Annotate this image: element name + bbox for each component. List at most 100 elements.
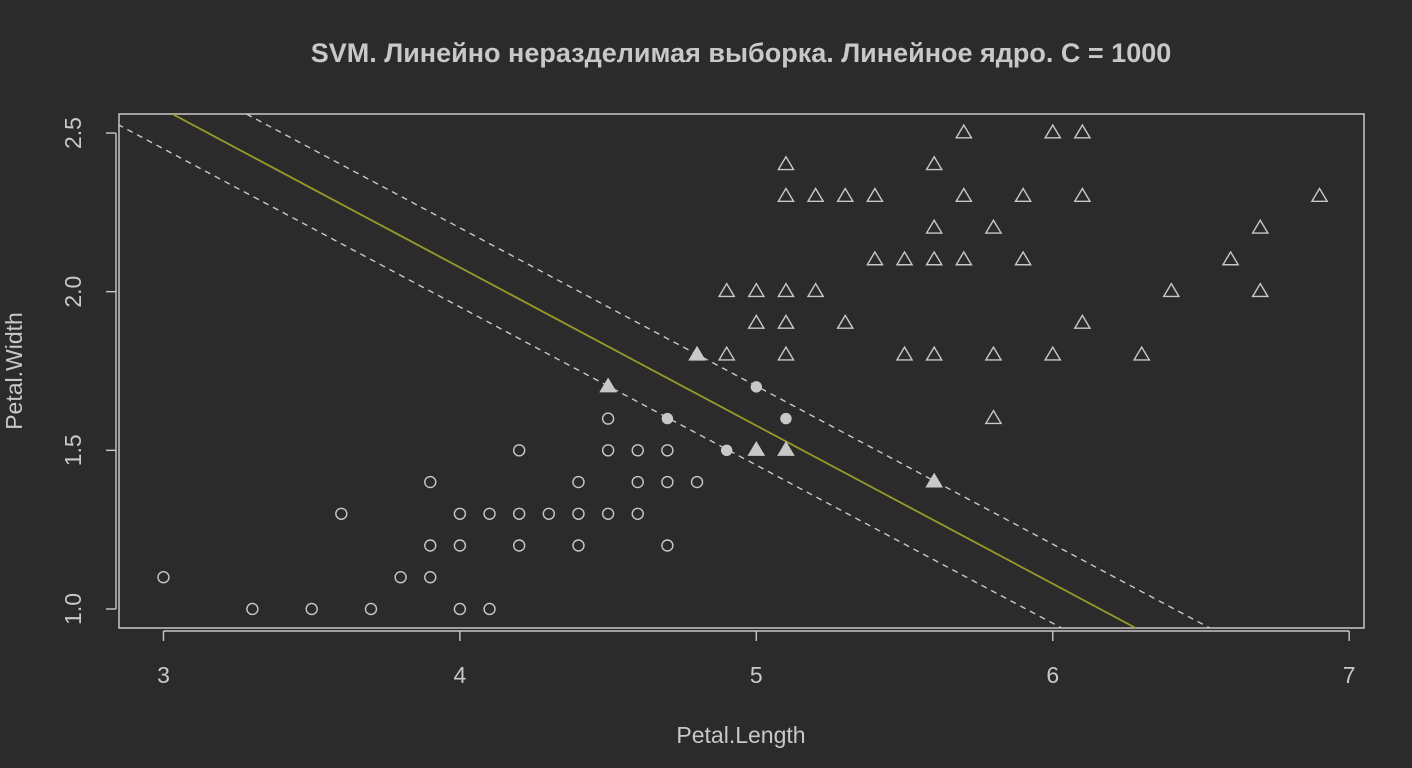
y-axis-label: Petal.Width [1,312,27,430]
y-tick-label: 2.0 [60,276,86,308]
triangle-point [1014,250,1032,266]
triangle-point [1251,218,1270,234]
circle-point [483,602,496,616]
triangle-point [747,282,766,298]
triangle-point [836,187,855,202]
circle-point [453,539,467,552]
margin-upper-line [246,114,1211,628]
triangle-point [954,187,973,202]
triangle-point [984,345,1003,361]
y-tick-label: 2.5 [60,117,86,149]
circle-point [512,539,526,552]
triangle-point [925,345,944,361]
triangle-point [925,155,944,171]
y-tick-label: 1.0 [60,593,86,625]
triangle-point [1043,345,1062,361]
x-tick-label: 4 [453,662,466,688]
triangle-point [717,282,736,298]
circle-point [601,507,615,520]
circle-point [572,475,585,489]
circle-point [631,444,644,457]
triangle-point [895,250,914,266]
triangle-point [984,409,1003,425]
x-axis: 3 4 5 6 7 [157,630,1356,688]
triangle-point [1043,123,1062,139]
triangle-point [866,187,884,202]
triangle-point [777,187,795,202]
triangle-point [806,187,825,202]
triangle-point [954,250,973,266]
chart-title: SVM. Линейно неразделимая выборка. Линей… [311,38,1172,68]
circle-filled-point [780,412,792,425]
triangle-point [747,314,766,329]
circle-point [690,475,704,489]
circle-point [631,475,644,489]
margin-lower-line [119,124,1062,628]
data-points [157,123,1329,616]
circle-point [424,571,437,584]
triangle-point [925,218,944,234]
triangle-point [1073,123,1092,139]
circle-point [424,539,437,552]
circle-point [661,539,674,552]
circle-point [661,475,674,489]
triangle-point [777,345,795,361]
triangle-point [984,218,1003,234]
circle-point [661,444,674,457]
circle-point [572,507,585,520]
y-tick-label: 1.5 [60,434,86,466]
x-tick-label: 3 [157,662,170,688]
circle-point [512,507,526,520]
triangle-point [1162,282,1181,298]
triangle-filled-point [688,345,706,361]
circle-point [601,412,615,425]
plot-frame [118,113,1365,629]
circle-point [364,602,378,616]
triangle-filled-point [599,377,617,393]
triangle-point [806,282,825,298]
x-tick-label: 6 [1046,662,1059,688]
triangle-point [866,250,884,266]
triangle-point [1014,187,1032,202]
circle-point [453,602,467,616]
circle-point [424,475,437,489]
triangle-point [1251,282,1270,298]
circle-point [601,444,615,457]
x-tick-label: 7 [1343,662,1356,688]
triangle-point [1221,250,1240,266]
circle-filled-point [750,381,763,393]
circle-filled-point [661,412,674,425]
triangle-filled-point [925,472,944,488]
triangle-point [954,123,973,139]
triangle-point [1132,345,1151,361]
circle-point [453,507,467,520]
triangle-point [1073,187,1092,202]
triangle-filled-point [777,440,795,456]
circle-point [335,507,348,520]
circle-point [157,571,170,584]
triangle-point [777,282,795,298]
circle-point [246,602,259,616]
circle-point [542,507,556,520]
triangle-point [777,155,795,171]
circle-filled-point [720,444,733,457]
triangle-point [925,250,944,266]
circle-point [305,602,318,616]
circle-point [572,539,585,552]
x-tick-label: 5 [750,662,763,688]
decision-boundary-line [171,114,1137,628]
circle-point [631,507,644,520]
triangle-point [895,345,914,361]
y-axis: 1.0 1.5 2.0 2.5 [60,117,117,625]
triangle-filled-point [747,440,766,456]
triangle-point [777,314,795,329]
circle-point [512,444,526,457]
triangle-point [836,314,855,329]
circle-point [394,571,407,584]
svm-lines [119,114,1211,628]
triangle-point [1310,187,1329,202]
triangle-point [717,345,736,361]
triangle-point [1073,314,1092,329]
x-axis-label: Petal.Length [676,722,805,748]
